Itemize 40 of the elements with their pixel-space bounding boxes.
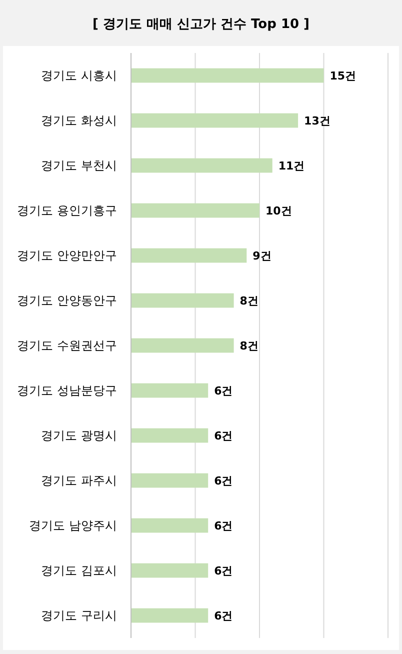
data-label: 6건 bbox=[214, 609, 233, 622]
y-tick-label: 경기도 시흥시 bbox=[41, 68, 117, 83]
bar bbox=[131, 518, 208, 533]
y-tick-label: 경기도 남양주시 bbox=[29, 518, 117, 533]
y-tick-label: 경기도 화성시 bbox=[41, 114, 117, 128]
data-label: 10건 bbox=[266, 204, 292, 218]
data-label: 6건 bbox=[214, 519, 233, 532]
bar bbox=[131, 473, 208, 488]
data-label: 6건 bbox=[214, 384, 233, 398]
data-label: 8건 bbox=[240, 294, 258, 308]
bar bbox=[131, 338, 234, 353]
y-tick-label: 경기도 파주시 bbox=[41, 474, 117, 488]
data-label: 9건 bbox=[252, 249, 272, 262]
data-label: 8건 bbox=[240, 339, 258, 352]
bar bbox=[131, 158, 272, 173]
y-tick-label: 경기도 광명시 bbox=[41, 428, 117, 443]
bar bbox=[131, 203, 260, 218]
data-label: 15건 bbox=[330, 69, 356, 82]
data-label: 13건 bbox=[304, 114, 330, 128]
y-tick-label: 경기도 용인기흥구 bbox=[17, 204, 117, 218]
data-label: 6건 bbox=[214, 429, 233, 442]
bar bbox=[131, 563, 208, 578]
bar bbox=[131, 293, 234, 308]
y-tick-label: 경기도 구리시 bbox=[41, 608, 117, 623]
bar bbox=[131, 113, 298, 128]
y-tick-label: 경기도 수원권선구 bbox=[17, 338, 117, 353]
y-tick-label: 경기도 안양만안구 bbox=[17, 248, 117, 263]
chart-title: [ 경기도 매매 신고가 건수 Top 10 ] bbox=[92, 17, 310, 32]
data-label: 11건 bbox=[278, 159, 305, 172]
y-tick-label: 경기도 김포시 bbox=[41, 564, 117, 578]
bar bbox=[131, 608, 208, 623]
y-tick-label: 경기도 성남분당구 bbox=[17, 384, 117, 398]
data-label: 6건 bbox=[214, 474, 233, 488]
bar bbox=[131, 68, 324, 83]
bar bbox=[131, 248, 247, 263]
y-tick-label: 경기도 부천시 bbox=[41, 158, 117, 173]
bar bbox=[131, 383, 208, 398]
y-tick-label: 경기도 안양동안구 bbox=[17, 294, 117, 308]
data-label: 6건 bbox=[214, 564, 233, 578]
bar bbox=[131, 428, 208, 443]
